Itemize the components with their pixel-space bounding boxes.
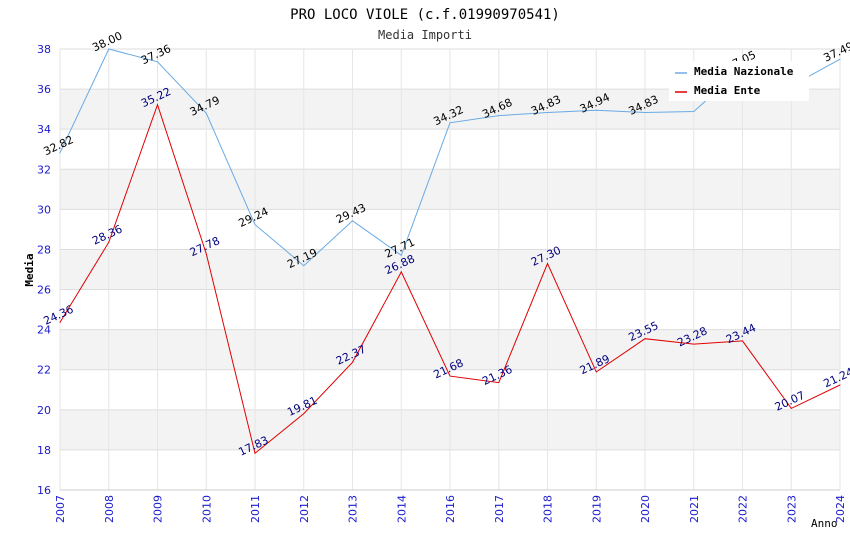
- y-tick-label: 24: [37, 324, 51, 337]
- y-tick-label: 36: [37, 83, 51, 96]
- y-tick-label: 20: [37, 404, 51, 417]
- data-point-media-ente: [644, 338, 646, 340]
- chart-title: PRO LOCO VIOLE (c.f.01990970541): [290, 7, 560, 23]
- data-point-media-ente: [205, 253, 207, 255]
- data-point-media-nazionale: [693, 111, 695, 113]
- data-point-media-ente: [59, 321, 61, 323]
- x-tick-label: 2018: [542, 495, 555, 523]
- x-tick-label: 2010: [200, 495, 213, 523]
- x-tick-label: 2008: [103, 495, 116, 523]
- data-point-media-nazionale: [59, 152, 61, 154]
- data-point-media-nazionale: [644, 112, 646, 114]
- x-tick-label: 2022: [737, 495, 750, 523]
- data-point-media-ente: [595, 371, 597, 373]
- data-point-media-nazionale: [108, 48, 110, 50]
- y-tick-label: 38: [37, 43, 51, 56]
- data-point-media-ente: [400, 271, 402, 273]
- x-tick-label: 2007: [54, 495, 67, 523]
- x-tick-label: 2023: [785, 495, 798, 523]
- x-tick-label: 2012: [298, 495, 311, 523]
- y-tick-label: 22: [37, 364, 51, 377]
- x-tick-label: 2020: [639, 495, 652, 523]
- data-point-media-nazionale: [254, 224, 256, 226]
- y-tick-label: 26: [37, 284, 51, 297]
- x-tick-label: 2021: [688, 495, 701, 523]
- data-point-media-ente: [352, 361, 353, 363]
- x-tick-label: 2011: [249, 495, 262, 523]
- data-point-media-ente: [693, 343, 695, 345]
- data-point-media-ente: [254, 452, 256, 454]
- data-point-media-nazionale: [400, 254, 402, 256]
- data-point-media-nazionale: [449, 122, 451, 124]
- data-point-media-nazionale: [352, 220, 353, 222]
- x-axis-ticks: 2007 2008 2009 2010 2011 2012 2013 2014 2016 2017…: [54, 495, 847, 523]
- data-point-media-ente: [790, 407, 792, 409]
- y-tick-label: 34: [37, 123, 51, 136]
- x-tick-label: 2024: [834, 495, 847, 523]
- y-tick-label: 18: [37, 444, 51, 457]
- data-point-media-nazionale: [157, 61, 158, 63]
- data-point-media-nazionale: [839, 58, 841, 60]
- y-tick-label: 30: [37, 203, 51, 216]
- x-tick-label: 2014: [395, 495, 408, 523]
- legend-label-media-nazionale: Media Nazionale: [694, 65, 794, 78]
- x-tick-label: 2009: [152, 495, 165, 523]
- data-point-media-nazionale: [498, 115, 500, 117]
- legend-label-media-ente: Media Ente: [694, 84, 761, 97]
- x-tick-label: 2013: [347, 495, 360, 523]
- data-point-media-ente: [157, 104, 158, 106]
- data-point-media-ente: [303, 413, 305, 415]
- y-axis-ticks: 16 18 20 22 24 26 28 30 32 34 36 38: [37, 43, 51, 497]
- legend: Media Nazionale Media Ente: [669, 61, 809, 101]
- legend-box: [669, 61, 809, 101]
- data-point-media-nazionale: [547, 112, 548, 114]
- y-tick-label: 32: [37, 163, 51, 176]
- data-point-media-nazionale: [303, 265, 305, 267]
- y-axis-label: Media: [23, 253, 36, 286]
- data-point-media-ente: [742, 340, 743, 342]
- chart-subtitle: Media Importi: [378, 28, 472, 42]
- x-tick-label: 2017: [493, 495, 506, 523]
- data-point-media-ente: [108, 241, 110, 243]
- y-tick-label: 16: [37, 484, 51, 497]
- data-point-media-ente: [839, 384, 841, 386]
- y-tick-label: 28: [37, 243, 51, 256]
- data-point-media-ente: [498, 382, 500, 384]
- data-point-media-nazionale: [595, 109, 597, 111]
- data-point-media-ente: [547, 262, 548, 264]
- x-tick-label: 2016: [444, 495, 457, 523]
- x-tick-label: 2019: [590, 495, 603, 523]
- data-point-media-nazionale: [205, 112, 207, 114]
- data-point-media-ente: [449, 375, 451, 377]
- x-axis-label: Anno: [811, 517, 838, 530]
